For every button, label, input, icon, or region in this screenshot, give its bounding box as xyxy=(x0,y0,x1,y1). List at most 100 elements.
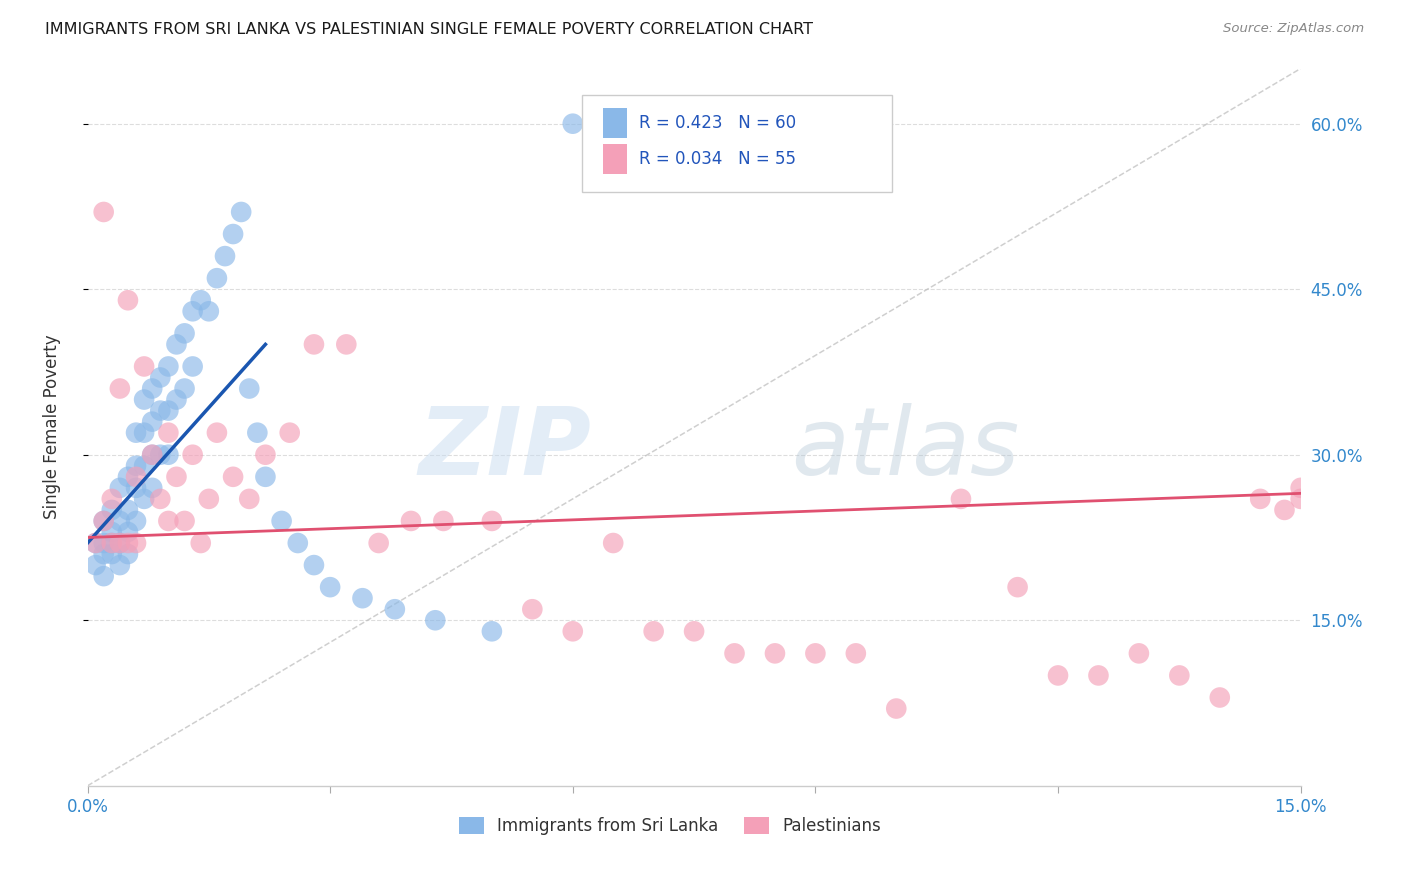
Point xyxy=(100,524,122,539)
Point xyxy=(352,591,374,606)
Point xyxy=(141,382,163,396)
Point xyxy=(166,392,188,407)
Point xyxy=(384,602,406,616)
Point xyxy=(125,536,148,550)
Point xyxy=(198,304,221,318)
Point xyxy=(561,117,583,131)
Text: atlas: atlas xyxy=(792,403,1019,494)
Point xyxy=(141,448,163,462)
Point xyxy=(117,524,139,539)
Point xyxy=(804,646,827,660)
Point xyxy=(108,481,131,495)
Point xyxy=(117,503,139,517)
Point xyxy=(117,470,139,484)
Point xyxy=(108,536,131,550)
Point xyxy=(100,536,122,550)
Point xyxy=(125,425,148,440)
Point xyxy=(1306,514,1329,528)
Point xyxy=(93,569,115,583)
Point xyxy=(198,491,221,506)
Point xyxy=(278,425,301,440)
Point xyxy=(181,304,204,318)
Point xyxy=(205,425,228,440)
Point xyxy=(125,514,148,528)
Point xyxy=(335,337,357,351)
Point xyxy=(125,470,148,484)
Point xyxy=(425,613,447,627)
Point xyxy=(117,547,139,561)
Point xyxy=(108,558,131,573)
Text: ZIP: ZIP xyxy=(418,402,591,495)
Point xyxy=(134,359,156,374)
Text: Source: ZipAtlas.com: Source: ZipAtlas.com xyxy=(1223,22,1364,36)
Point xyxy=(149,491,172,506)
Point xyxy=(157,403,180,417)
Point xyxy=(108,536,131,550)
Point xyxy=(173,326,195,341)
Point xyxy=(643,624,665,639)
Point xyxy=(481,514,503,528)
Point xyxy=(214,249,236,263)
Point xyxy=(205,271,228,285)
Point xyxy=(173,382,195,396)
Point xyxy=(141,415,163,429)
Point xyxy=(270,514,292,528)
Point xyxy=(181,448,204,462)
Point xyxy=(157,448,180,462)
Point xyxy=(1289,481,1312,495)
Point xyxy=(287,536,309,550)
Point xyxy=(100,536,122,550)
Point xyxy=(108,382,131,396)
Point xyxy=(1087,668,1109,682)
Point xyxy=(100,503,122,517)
Point xyxy=(1168,668,1191,682)
Point xyxy=(302,337,325,351)
Point xyxy=(134,491,156,506)
Point xyxy=(254,470,277,484)
Point xyxy=(149,370,172,384)
Point xyxy=(93,536,115,550)
Point xyxy=(134,425,156,440)
Point xyxy=(238,491,260,506)
Point xyxy=(190,293,212,308)
Point xyxy=(93,514,115,528)
Point xyxy=(141,481,163,495)
Point xyxy=(602,536,624,550)
Point xyxy=(134,458,156,473)
Point xyxy=(763,646,786,660)
Point xyxy=(125,481,148,495)
Point xyxy=(108,514,131,528)
Text: R = 0.034   N = 55: R = 0.034 N = 55 xyxy=(640,150,796,168)
Point xyxy=(254,448,277,462)
Point xyxy=(367,536,389,550)
Text: R = 0.423   N = 60: R = 0.423 N = 60 xyxy=(640,114,797,132)
Point xyxy=(884,701,907,715)
Point xyxy=(149,448,172,462)
FancyBboxPatch shape xyxy=(582,95,891,192)
Point xyxy=(100,547,122,561)
Point xyxy=(166,470,188,484)
Point xyxy=(246,425,269,440)
Point xyxy=(949,491,972,506)
Point xyxy=(238,382,260,396)
Point xyxy=(222,470,245,484)
Legend: Immigrants from Sri Lanka, Palestinians: Immigrants from Sri Lanka, Palestinians xyxy=(458,817,880,835)
Bar xyxy=(603,144,627,174)
Point xyxy=(84,536,107,550)
Point xyxy=(432,514,454,528)
Point xyxy=(190,536,212,550)
Point xyxy=(181,359,204,374)
Point xyxy=(117,293,139,308)
Point xyxy=(149,403,172,417)
Point xyxy=(1128,646,1150,660)
Point xyxy=(522,602,544,616)
Point xyxy=(84,558,107,573)
Point xyxy=(1249,491,1271,506)
Point xyxy=(166,337,188,351)
Point xyxy=(93,205,115,219)
Point xyxy=(157,359,180,374)
Point xyxy=(84,536,107,550)
Point xyxy=(1209,690,1232,705)
Point xyxy=(845,646,868,660)
Point xyxy=(561,624,583,639)
